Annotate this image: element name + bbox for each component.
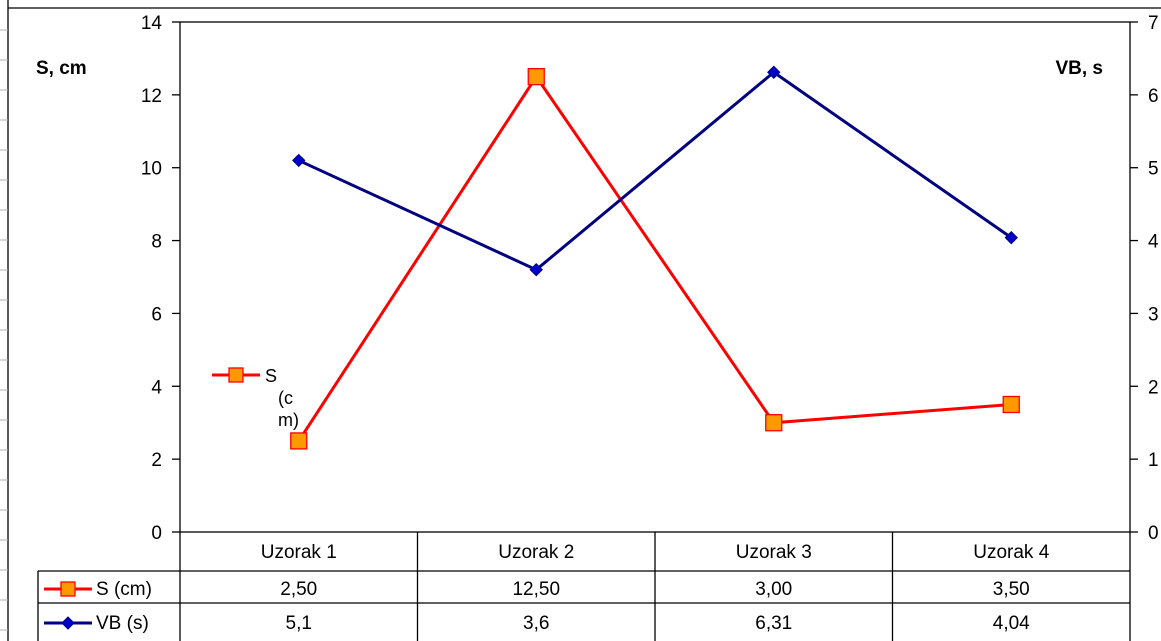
y2-tick-label: 4: [1148, 232, 1159, 253]
legend-key-marker: [228, 367, 244, 383]
legend-label-line: m): [278, 410, 299, 430]
table-value: 6,31: [755, 613, 792, 634]
table-value: 4,04: [993, 613, 1030, 634]
y2-tick-label: 0: [1148, 523, 1159, 544]
y-tick-label: 6: [151, 304, 162, 325]
table-value: 3,50: [993, 579, 1030, 600]
table-series-name: VB (s): [96, 613, 149, 634]
series-s-point: [290, 432, 308, 450]
table-legend-key-marker: [60, 581, 76, 597]
y2-tick-label: 7: [1148, 13, 1159, 34]
series-s-point: [765, 414, 783, 432]
y2-tick-label: 6: [1148, 86, 1159, 107]
category-label: Uzorak 4: [973, 542, 1049, 563]
series-s-point: [1002, 395, 1020, 414]
y-axis-title: S, cm: [36, 58, 87, 79]
y-tick-label: 10: [141, 159, 162, 180]
series-s-point: [527, 67, 545, 86]
legend-label-line: (c: [278, 388, 293, 408]
legend-label-line: S: [265, 366, 277, 386]
y2-axis-title: VB, s: [1055, 58, 1103, 79]
y-tick-label: 14: [141, 13, 163, 34]
y2-tick-label: 3: [1148, 304, 1159, 325]
table-legend-key-marker: [61, 616, 75, 630]
y-tick-label: 0: [151, 523, 162, 544]
y-tick-label: 4: [151, 377, 162, 398]
y2-tick-label: 1: [1148, 450, 1159, 471]
table-value: 12,50: [512, 579, 560, 600]
y-tick-label: 2: [151, 450, 162, 471]
series-s-line: [297, 75, 1012, 442]
table-value: 3,6: [523, 613, 549, 634]
y2-tick-label: 2: [1148, 377, 1159, 398]
series-vb-point: [292, 153, 306, 168]
y-tick-label: 12: [141, 86, 162, 107]
series-vb-point: [767, 65, 781, 79]
chart-area-border: [7, 0, 1161, 641]
table-value: 2,50: [280, 579, 317, 600]
plot-frame: [179, 21, 1131, 533]
category-label: Uzorak 3: [736, 542, 812, 563]
category-label: Uzorak 2: [498, 542, 574, 563]
series-vb-point: [1004, 230, 1018, 245]
category-label: Uzorak 1: [261, 542, 337, 563]
y2-tick-label: 5: [1148, 159, 1159, 180]
table-series-name: S (cm): [96, 579, 152, 600]
series-vb-line: [298, 70, 1013, 272]
table-value: 3,00: [755, 579, 792, 600]
series-vb-point: [529, 263, 543, 277]
y-tick-label: 8: [151, 232, 162, 253]
table-value: 5,1: [286, 613, 312, 634]
